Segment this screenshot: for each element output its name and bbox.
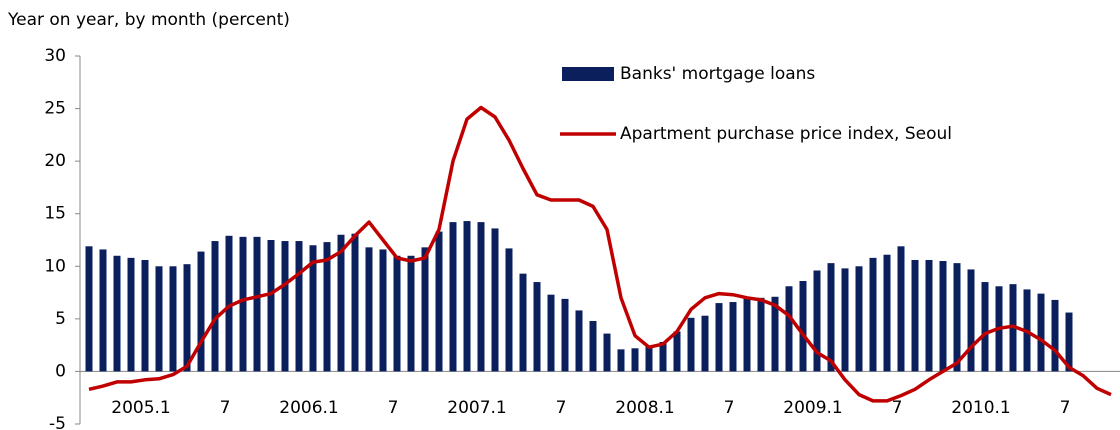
bar (659, 341, 667, 372)
bar (351, 233, 359, 372)
y-tick-label: -5 (49, 414, 66, 430)
bar (575, 310, 583, 372)
y-tick-label: 30 (44, 46, 66, 66)
legend-label: Banks' mortgage loans (620, 64, 815, 84)
x-tick-label: 7 (1060, 398, 1071, 418)
bar (421, 247, 429, 372)
bar (883, 254, 891, 372)
bar (939, 261, 947, 372)
y-tick-label: 15 (44, 204, 66, 224)
bar (687, 317, 695, 372)
bar (827, 263, 835, 372)
x-tick-label: 2005.1 (111, 398, 170, 418)
bar (743, 297, 751, 372)
bar (113, 255, 121, 372)
bar (897, 246, 905, 372)
bar (99, 249, 107, 372)
bar (85, 246, 93, 372)
bar (141, 259, 149, 372)
chart-title: Year on year, by month (percent) (7, 10, 290, 30)
bar (729, 302, 737, 372)
bar (785, 286, 793, 372)
bar (533, 282, 541, 372)
bar (379, 249, 387, 372)
line (88, 105, 1112, 403)
bar (841, 268, 849, 372)
bar (197, 251, 205, 372)
bar (1037, 293, 1045, 372)
bar (757, 297, 765, 372)
bar (547, 294, 555, 372)
bar (855, 266, 863, 372)
bar (323, 242, 331, 372)
bar (169, 266, 177, 372)
y-tick-label: 10 (44, 256, 66, 276)
bar (981, 282, 989, 372)
bar (911, 259, 919, 372)
bar (617, 349, 625, 372)
bar (561, 298, 569, 372)
bar (463, 221, 471, 372)
bar (267, 240, 275, 372)
bar (813, 270, 821, 372)
bar (435, 231, 443, 372)
legend-label: Apartment purchase price index, Seoul (620, 124, 952, 144)
y-tick-label: 25 (44, 99, 66, 119)
bar (477, 222, 485, 372)
bar (715, 303, 723, 372)
x-tick-label: 7 (556, 398, 567, 418)
bar (281, 241, 289, 372)
x-tick-label: 2009.1 (783, 398, 842, 418)
bar (127, 257, 135, 372)
x-tick-label: 2006.1 (279, 398, 338, 418)
bar (645, 346, 653, 372)
bar (309, 245, 317, 372)
bar (295, 241, 303, 372)
bar (449, 222, 457, 372)
bar (253, 236, 261, 372)
bar (365, 247, 373, 372)
bar (1051, 299, 1059, 372)
bar (967, 269, 975, 372)
bar (337, 234, 345, 372)
bar (393, 255, 401, 372)
bar (211, 241, 219, 372)
legend-swatch (562, 67, 614, 81)
x-tick-label: 2008.1 (615, 398, 674, 418)
bar (225, 235, 233, 372)
bar (407, 255, 415, 372)
bar (239, 236, 247, 372)
bar (953, 263, 961, 372)
bar (155, 266, 163, 372)
x-tick-label: 7 (724, 398, 735, 418)
y-tick-label: 5 (55, 309, 66, 329)
bar (925, 259, 933, 372)
bar (631, 348, 639, 372)
x-tick-label: 7 (892, 398, 903, 418)
bar (603, 333, 611, 372)
x-tick-label: 2007.1 (447, 398, 506, 418)
bar (505, 248, 513, 372)
y-tick-label: 0 (55, 361, 66, 381)
bar (799, 281, 807, 372)
x-tick-label: 7 (220, 398, 231, 418)
bar (673, 331, 681, 372)
bar (519, 273, 527, 372)
bar (771, 296, 779, 372)
y-tick-label: 20 (44, 151, 66, 171)
bar (491, 228, 499, 372)
bar (183, 264, 191, 372)
x-tick-label: 2010.1 (951, 398, 1010, 418)
x-tick-label: 7 (388, 398, 399, 418)
bar (869, 257, 877, 372)
bar (589, 320, 597, 372)
bar (701, 315, 709, 372)
bar (1065, 312, 1073, 372)
